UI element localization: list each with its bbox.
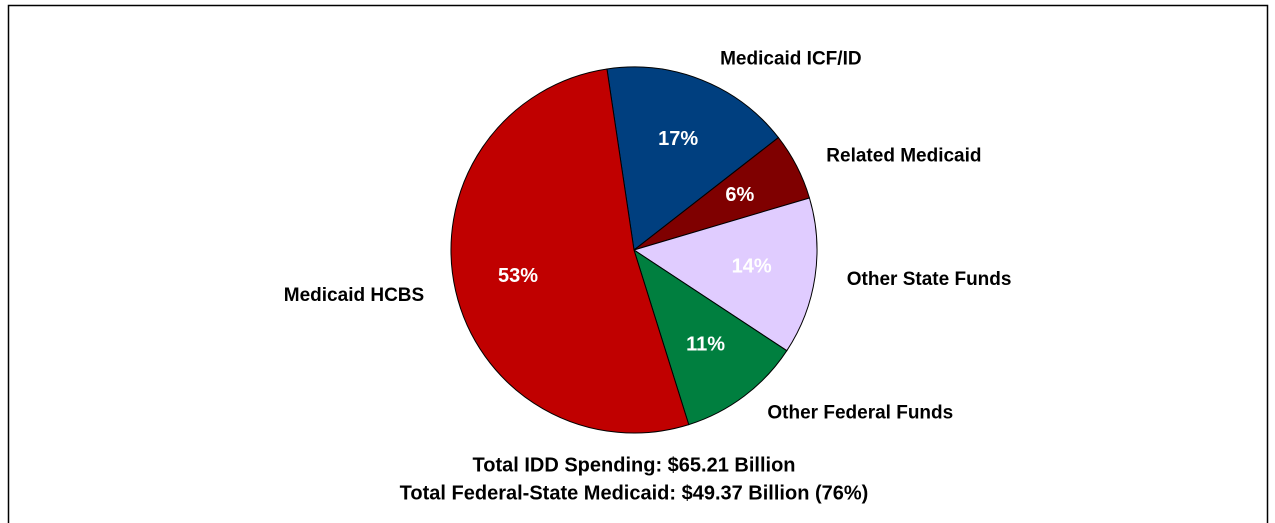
value-label: 14%: [732, 256, 772, 278]
pie-slice: [632, 197, 818, 352]
frame: [7, 4, 1269, 523]
category-label: Other Federal Funds: [767, 403, 953, 424]
pie-slice: [606, 66, 780, 251]
category-label: Other State Funds: [847, 269, 1012, 290]
value-label: 53%: [498, 265, 538, 287]
annotation: Total IDD Spending: $65.21 Billion: [473, 454, 796, 476]
pie-slice: [633, 248, 788, 426]
category-label: Medicaid ICF/ID: [720, 49, 861, 70]
pie-slice: [450, 68, 690, 434]
category-label: Related Medicaid: [826, 145, 981, 166]
annotation: Total Federal-State Medicaid: $49.37 Bil…: [400, 482, 869, 504]
category-label: Medicaid HCBS: [284, 285, 424, 306]
value-label: 11%: [686, 333, 725, 355]
value-label: 17%: [658, 128, 698, 150]
value-label: 6%: [725, 184, 754, 206]
